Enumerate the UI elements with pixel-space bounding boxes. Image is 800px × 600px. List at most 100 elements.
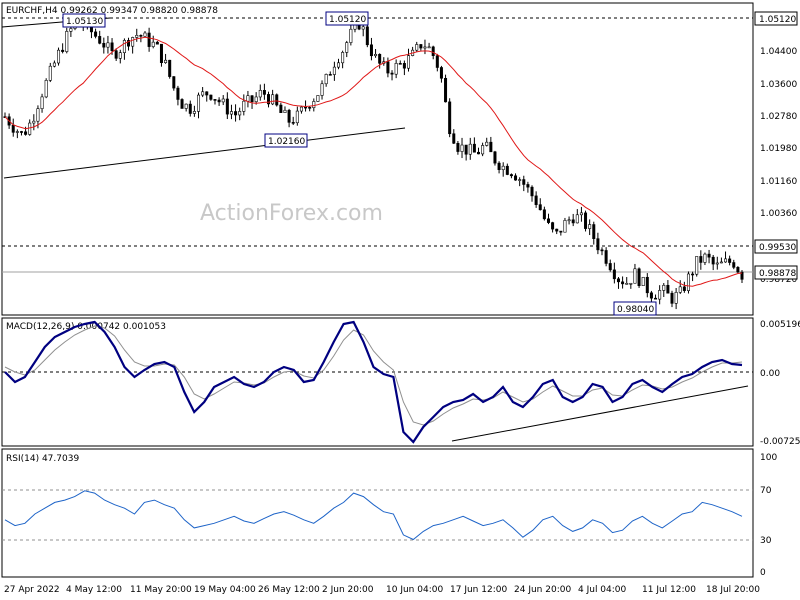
candle-body (538, 204, 542, 211)
candle-body (518, 179, 522, 181)
candle-body (246, 95, 250, 102)
candle-body (654, 297, 658, 300)
candle-body (106, 42, 110, 48)
candle-body (197, 94, 201, 112)
candle-body (625, 283, 629, 285)
candle-body (234, 111, 238, 116)
candle-body (147, 32, 151, 47)
candle-body (312, 101, 316, 108)
candle-body (143, 32, 147, 37)
candle-body (489, 141, 493, 153)
candle-body (485, 141, 489, 146)
candle-body (349, 28, 353, 43)
candle-body (703, 253, 707, 263)
macd-tick: 0.005196 (760, 320, 800, 330)
candle-body (229, 111, 233, 115)
candle-body (649, 292, 653, 299)
candle-body (213, 99, 217, 101)
candle-body (378, 53, 382, 64)
candle-body (509, 174, 513, 177)
candle-body (588, 224, 592, 229)
candle-body (135, 34, 139, 38)
price-panel (1, 2, 754, 316)
candle-body (699, 256, 703, 263)
candle-body (386, 61, 390, 74)
candle-body (444, 77, 448, 103)
candle-body (612, 269, 616, 280)
macd-axis: 0.005196 0.00 -0.007259 (760, 320, 800, 447)
macd-tick: 0.00 (760, 369, 780, 379)
candle-body (176, 87, 180, 100)
candle-body (596, 238, 600, 251)
candle-body (110, 42, 114, 52)
macd-main-line (4, 320, 743, 444)
candle-body (575, 214, 579, 224)
candle-body (468, 143, 472, 155)
candle-body (658, 290, 662, 300)
candle-body (225, 98, 229, 115)
svg-text:1.02160: 1.02160 (268, 137, 305, 147)
candle-body (15, 131, 19, 133)
rsi-tick: 100 (760, 453, 777, 463)
candle-body (514, 175, 518, 181)
candle-body (242, 100, 246, 112)
candle-body (320, 83, 324, 96)
annotation-2: 1.05120 (325, 11, 369, 26)
candle-body (341, 52, 345, 64)
candle-body (168, 59, 172, 77)
candle-body (584, 212, 588, 229)
candle-body (205, 91, 209, 96)
candle-body (464, 144, 468, 155)
candle-body (501, 165, 505, 170)
candle-body (238, 111, 242, 116)
candle-body (254, 96, 258, 103)
candle-body (258, 90, 262, 98)
svg-text:1.05130: 1.05130 (66, 17, 103, 27)
price-tick: 0.98720 (760, 275, 797, 285)
candle-body (571, 219, 575, 224)
candle-body (308, 107, 312, 109)
candle-body (155, 41, 159, 45)
candle-body (724, 258, 728, 263)
candle-body (435, 55, 439, 68)
candle-body (28, 122, 32, 135)
candle-body (431, 46, 435, 56)
candle-body (452, 133, 456, 144)
candle-body (267, 94, 271, 105)
annotation-4: 0.98040 (613, 301, 657, 316)
candle-body (633, 268, 637, 284)
x-tick: 27 Apr 2022 (4, 585, 60, 595)
candle-body (682, 286, 686, 291)
candle-body (11, 124, 15, 133)
candle-body (275, 94, 279, 106)
candle-body (304, 106, 308, 109)
price-tick: 1.05120 (759, 15, 796, 25)
candle-body (65, 31, 69, 52)
x-tick: 11 May 20:00 (130, 585, 192, 595)
candle-body (427, 46, 431, 49)
candle-body (472, 143, 476, 153)
candle-body (719, 261, 723, 264)
candle-body (36, 108, 40, 122)
price-tick: 1.02780 (760, 112, 797, 122)
candle-body (567, 219, 571, 222)
price-tick: 1.01980 (760, 144, 797, 154)
candle-body (456, 142, 460, 152)
x-tick: 19 May 04:00 (194, 585, 256, 595)
candle-body (608, 263, 612, 271)
candle-body (180, 99, 184, 109)
candle-body (415, 44, 419, 51)
candle-body (505, 165, 509, 175)
candle-body (374, 53, 378, 57)
candle-body (555, 228, 559, 232)
macd-panel (1, 317, 754, 447)
candle-body (250, 95, 254, 103)
candle-body (369, 44, 373, 57)
candle-body (542, 209, 546, 220)
candle-body (221, 98, 225, 103)
candle-body (604, 250, 608, 264)
candle-body (24, 131, 28, 135)
candle-body (563, 220, 567, 233)
candle-body (102, 42, 106, 48)
candle-body (534, 195, 538, 205)
